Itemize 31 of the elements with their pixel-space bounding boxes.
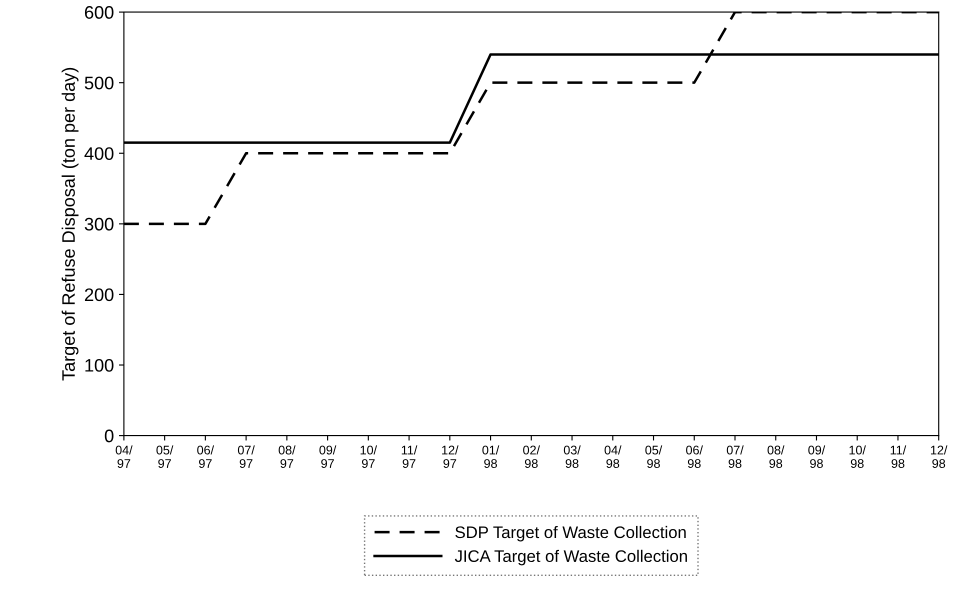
legend-label: SDP Target of Waste Collection	[455, 526, 686, 542]
y-tick-label: 400	[84, 147, 114, 160]
x-tick-label: 04/ 97	[116, 445, 133, 468]
x-tick-label: 03/ 98	[564, 445, 581, 468]
y-tick-label: 0	[104, 430, 114, 442]
x-tick-label: 01/ 98	[482, 445, 500, 468]
y-tick-label: 300	[84, 218, 114, 231]
x-tick-label: 06/ 97	[197, 445, 214, 468]
x-tick-label: 07/ 98	[726, 445, 744, 468]
x-tick-label: 09/ 97	[319, 445, 336, 468]
y-tick-label: 500	[84, 76, 114, 90]
x-tick-label: 02/ 98	[523, 445, 540, 468]
x-tick-label: 12/ 97	[442, 445, 459, 468]
x-tick-label: 10/ 97	[360, 445, 378, 468]
x-tick-label: 07/ 97	[238, 445, 255, 468]
x-tick-label: 04/ 98	[604, 445, 622, 468]
y-tick-label: 600	[84, 6, 114, 19]
x-tick-label: 10/ 98	[849, 445, 866, 468]
x-tick-label: 11/ 98	[890, 445, 906, 468]
x-tick-label: 06/ 98	[686, 445, 703, 468]
x-tick-label: 09/ 98	[808, 445, 826, 468]
y-axis-title: Target of Refuse Disposal (ton per day)	[62, 68, 78, 380]
y-tick-label: 200	[84, 288, 114, 302]
x-tick-label: 05/ 97	[156, 445, 174, 468]
x-tick-label: 08/ 97	[278, 445, 296, 468]
y-tick-label: 100	[85, 358, 114, 372]
legend-label: JICA Target of Waste Collection	[454, 550, 687, 566]
x-tick-label: 05/ 98	[645, 445, 662, 468]
x-tick-label: 08/ 98	[768, 445, 784, 468]
x-tick-label: 11/ 97	[402, 445, 418, 468]
x-tick-label: 12/ 98	[930, 445, 948, 468]
